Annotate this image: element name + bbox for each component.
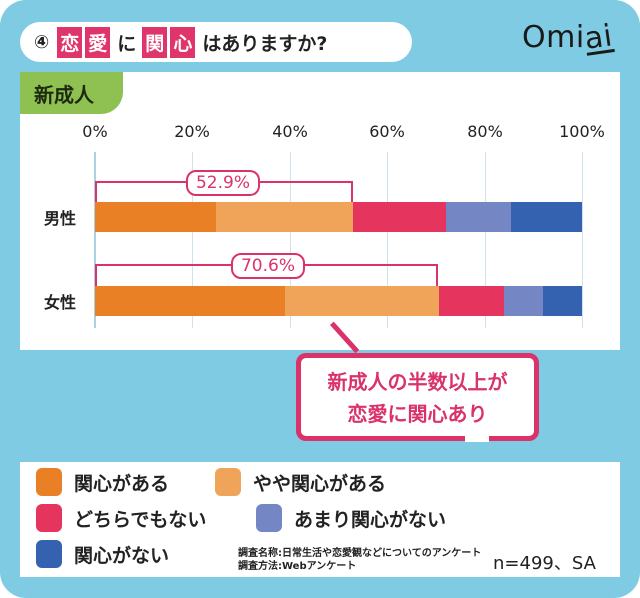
male-interest-total: 52.9% xyxy=(185,170,261,196)
callout-box: 新成人の半数以上が 恋愛に関心あり xyxy=(296,353,539,441)
legend-swatch xyxy=(256,504,282,532)
title-highlight: 関 xyxy=(142,26,168,58)
title-text: に xyxy=(117,32,137,55)
gridline xyxy=(485,152,486,328)
x-tick-label: 20% xyxy=(174,122,210,141)
legend-label: あまり関心がない xyxy=(294,508,447,531)
row-label-female: 女性 xyxy=(44,293,77,312)
logo-main: Omi xyxy=(522,20,585,55)
segment-somewhat-interested xyxy=(215,202,353,232)
bar-male xyxy=(95,202,582,232)
title-highlight: 愛 xyxy=(85,26,111,58)
survey-method: 調査方法:Webアンケート xyxy=(238,561,357,572)
gridline xyxy=(290,152,291,328)
female-interest-total: 70.6% xyxy=(230,253,306,279)
legend-label: やや関心がある xyxy=(253,472,387,495)
x-tick-label: 100% xyxy=(559,122,605,141)
segment-interested xyxy=(95,286,286,316)
segment-interested xyxy=(95,202,216,232)
segment-not-interested xyxy=(543,286,582,316)
segment-not-interested xyxy=(510,202,582,232)
gridline xyxy=(192,152,193,328)
legend-item-not-very-interested: あまり関心がない xyxy=(256,504,446,532)
legend-swatch xyxy=(36,540,62,568)
x-tick-label: 40% xyxy=(272,122,308,141)
segment-neutral xyxy=(352,202,447,232)
callout-line-2: 恋愛に関心あり xyxy=(347,402,488,426)
legend-label: 関心がない xyxy=(74,544,170,567)
survey-name: 調査名称:日常生活や恋愛観などについてのアンケート xyxy=(238,548,482,559)
segment-not-very-interested xyxy=(446,202,511,232)
segment-neutral xyxy=(438,286,504,316)
legend-item-somewhat-interested: やや関心がある xyxy=(215,468,386,496)
callout-gap xyxy=(465,434,489,442)
segment-not-very-interested xyxy=(503,286,544,316)
segment-somewhat-interested xyxy=(285,286,439,316)
survey-note: 調査名称:日常生活や恋愛観などについてのアンケート 調査方法:Webアンケート xyxy=(238,547,481,573)
question-title: ④ 恋 愛 に 関 心 はありますか? xyxy=(20,22,412,62)
section-tag: 新成人 xyxy=(20,72,123,114)
row-label-male: 男性 xyxy=(44,209,77,228)
gridline xyxy=(582,152,583,328)
legend-item-neutral: どちらでもない xyxy=(36,504,206,532)
x-tick-label: 0% xyxy=(82,122,108,141)
legend-swatch xyxy=(36,468,62,496)
gridline xyxy=(387,152,388,328)
gridline xyxy=(94,152,96,328)
legend-swatch xyxy=(215,468,241,496)
title-highlight: 恋 xyxy=(57,26,83,58)
omiai-logo: Omiai xyxy=(522,18,615,57)
callout-line-1: 新成人の半数以上が xyxy=(327,370,508,394)
title-text: はありますか? xyxy=(202,32,328,55)
legend-item-not-interested: 関心がない xyxy=(36,540,169,568)
x-tick-label: 80% xyxy=(467,122,503,141)
logo-tail: ai xyxy=(582,18,615,57)
sample-size: n=499、SA xyxy=(493,553,596,574)
title-highlight: 心 xyxy=(170,26,196,58)
legend-item-interested: 関心がある xyxy=(36,468,169,496)
legend-label: 関心がある xyxy=(74,472,170,495)
question-number: ④ xyxy=(34,31,50,53)
x-tick-label: 60% xyxy=(369,122,405,141)
legend-panel xyxy=(20,462,620,577)
bar-female xyxy=(95,286,582,316)
legend-label: どちらでもない xyxy=(74,508,207,531)
legend-swatch xyxy=(36,504,62,532)
